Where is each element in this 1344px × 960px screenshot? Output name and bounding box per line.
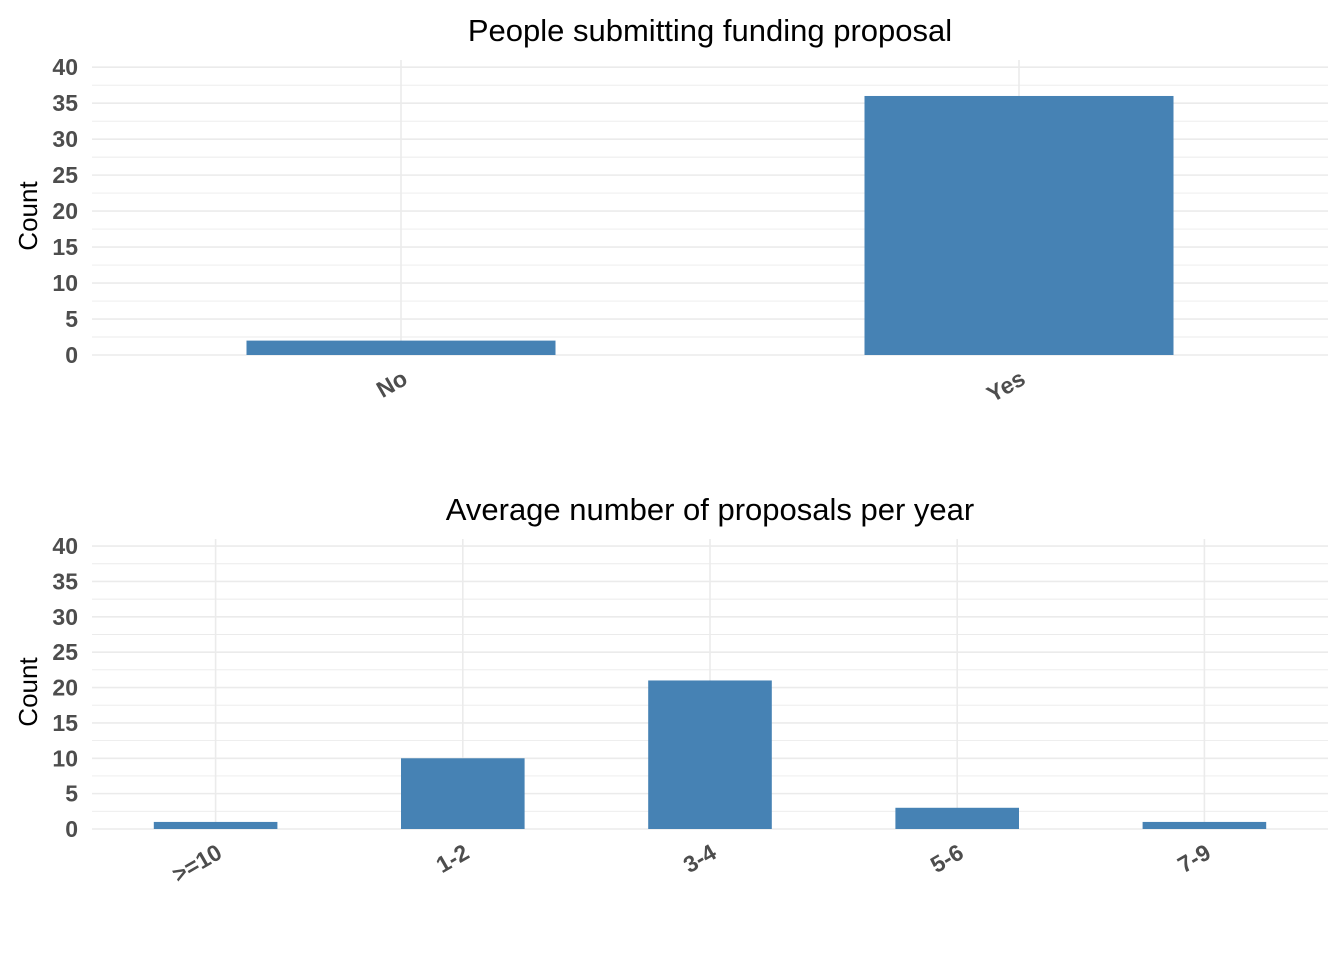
bar [246, 340, 556, 355]
chart-panel-funding-proposal: People submitting funding proposal Count… [13, 13, 1328, 407]
y-tick-label: 0 [65, 816, 78, 842]
bar [895, 807, 1019, 829]
y-tick-label: 40 [52, 533, 78, 559]
y-axis-label: Count [13, 657, 43, 727]
y-axis-label: Count [13, 181, 43, 251]
chart-title: Average number of proposals per year [446, 492, 974, 527]
bars [246, 95, 1174, 355]
x-tick-label: 1-2 [432, 839, 474, 878]
y-tick-label: 10 [52, 270, 78, 296]
bar [864, 95, 1174, 355]
y-tick-label: 30 [52, 126, 78, 152]
chart-panel-proposals-per-year: Average number of proposals per year Cou… [13, 492, 1328, 888]
y-tick-label: 20 [52, 198, 78, 224]
y-tick-label: 20 [52, 675, 78, 701]
y-tick-label: 35 [52, 90, 78, 116]
y-tick-label: 15 [52, 710, 78, 736]
y-tick-label: 5 [65, 306, 78, 332]
bar [401, 758, 525, 829]
chart-title: People submitting funding proposal [468, 13, 952, 48]
y-tick-label: 25 [52, 162, 78, 188]
bar [1142, 821, 1267, 829]
y-tick-label: 40 [52, 54, 78, 80]
x-tick-label: No [372, 365, 412, 403]
x-tick-label: 3-4 [679, 839, 721, 878]
x-tick-label: 7-9 [1173, 839, 1215, 878]
y-tick-label: 25 [52, 639, 78, 665]
x-tick-labels: No Yes [372, 365, 1030, 407]
bar [153, 821, 278, 829]
y-tick-label: 35 [52, 568, 78, 594]
y-tick-label: 30 [52, 604, 78, 630]
x-tick-label: 5-6 [926, 839, 968, 878]
x-tick-label: >=10 [168, 839, 226, 888]
y-tick-label: 15 [52, 234, 78, 260]
bar [648, 680, 772, 829]
y-tick-label: 0 [65, 342, 78, 368]
y-tick-labels: 0 5 10 15 20 25 30 35 40 [52, 54, 78, 368]
y-tick-label: 5 [65, 781, 78, 807]
y-tick-labels: 0 5 10 15 20 25 30 35 40 [52, 533, 78, 842]
x-tick-labels: >=10 1-2 3-4 5-6 7-9 [168, 839, 1215, 888]
bars [153, 680, 1267, 829]
y-tick-label: 10 [52, 745, 78, 771]
x-tick-label: Yes [982, 365, 1029, 407]
